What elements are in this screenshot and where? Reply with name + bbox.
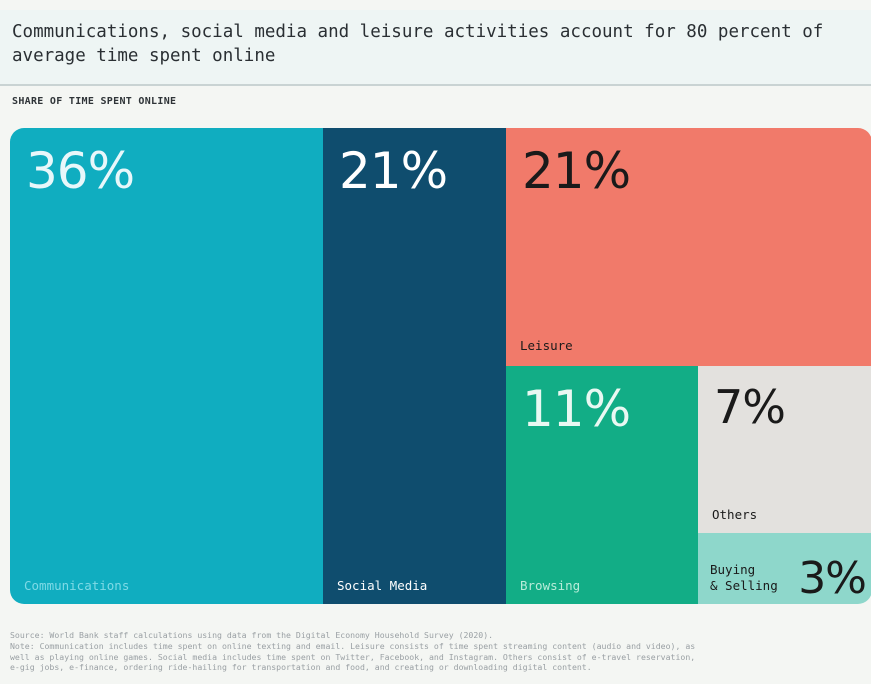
value-label-social-media: 21% xyxy=(339,146,447,196)
category-label-communications: Communications xyxy=(24,578,129,594)
value-label-buying-selling: 3% xyxy=(798,557,866,601)
value-label-browsing: 11% xyxy=(522,384,630,434)
value-label-others: 7% xyxy=(714,384,785,430)
chart-subtitle: SHARE OF TIME SPENT ONLINE xyxy=(12,96,176,107)
tile-social-media: 21% Social Media xyxy=(323,128,506,604)
value-label-communications: 36% xyxy=(26,146,134,196)
tile-browsing: 11% Browsing xyxy=(506,366,698,604)
note-line-3: e-gig jobs, e-finance, ordering ride-hai… xyxy=(10,662,865,673)
note-line-2: well as playing online games. Social med… xyxy=(10,652,865,663)
treemap-chart: 36% Communications 21% Social Media 21% Leisu… xyxy=(10,128,871,604)
source-note: Source: World Bank staff calculations us… xyxy=(10,630,865,641)
category-label-buying-selling: Buying & Selling xyxy=(710,562,778,594)
tile-others: 7% Others xyxy=(698,366,871,533)
chart-notes: Source: World Bank staff calculations us… xyxy=(10,630,865,673)
tile-communications: 36% Communications xyxy=(10,128,323,604)
category-label-browsing: Browsing xyxy=(520,578,580,594)
category-label-leisure: Leisure xyxy=(520,338,573,354)
note-line-1: Note: Communication includes time spent … xyxy=(10,641,865,652)
value-label-leisure: 21% xyxy=(522,146,630,196)
category-label-others: Others xyxy=(712,507,757,523)
chart-title: Communications, social media and leisure… xyxy=(12,20,852,68)
category-label-social-media: Social Media xyxy=(337,578,427,594)
tile-leisure: 21% Leisure xyxy=(506,128,871,366)
tile-buying-selling: 3% Buying & Selling xyxy=(698,533,871,604)
